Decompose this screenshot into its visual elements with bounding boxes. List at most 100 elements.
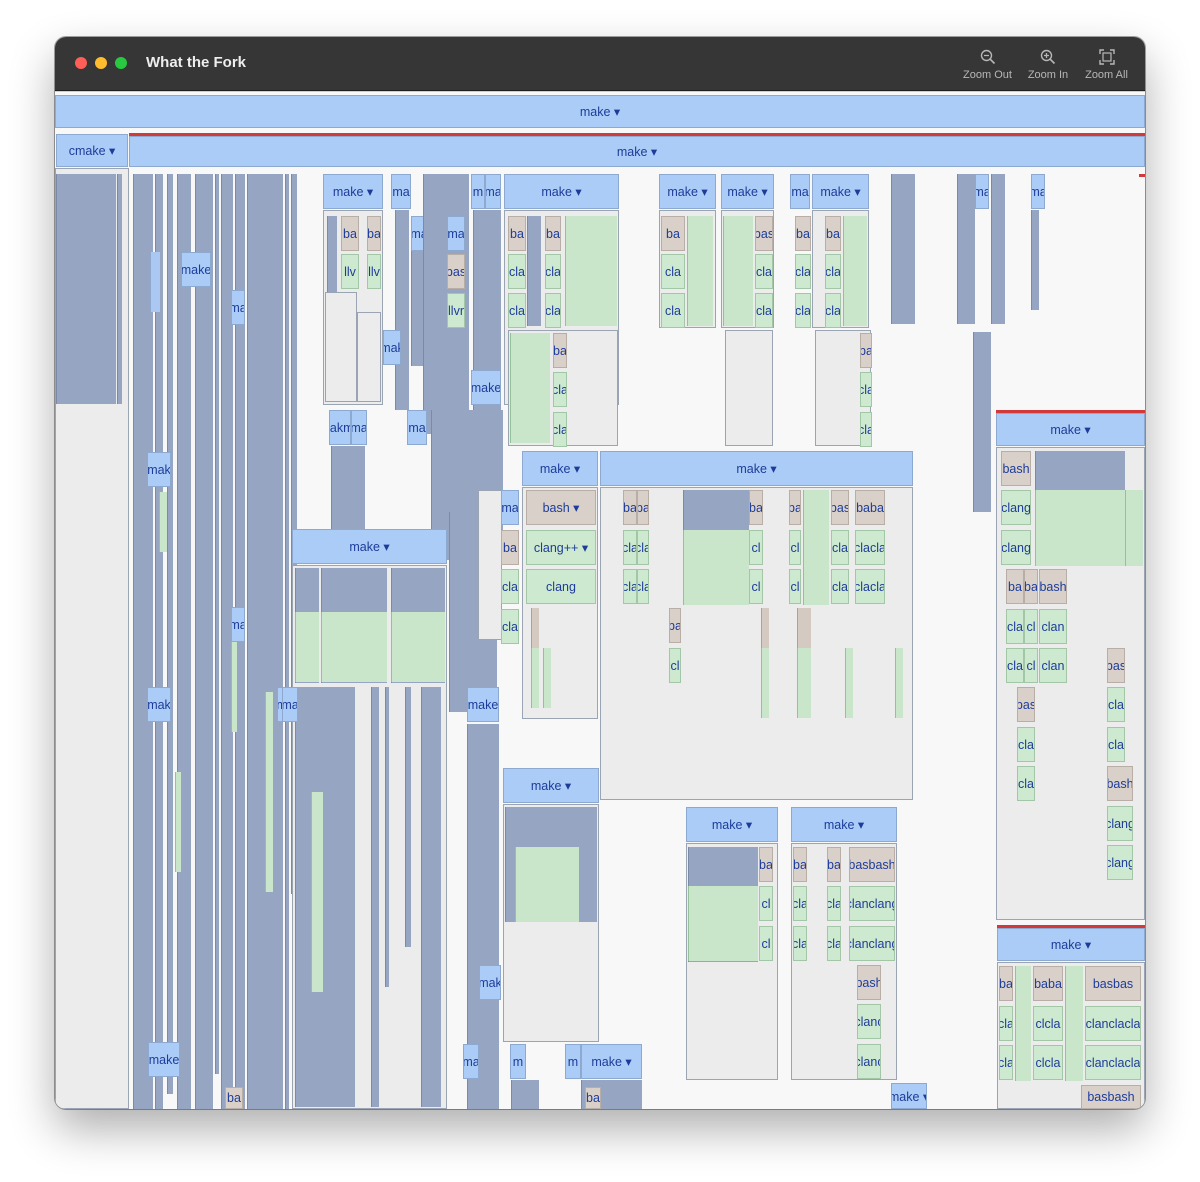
process-make-k[interactable]: make ▾ [503, 768, 599, 803]
process-clang[interactable]: cla [793, 926, 807, 961]
process-bash[interactable]: ba [661, 216, 685, 251]
process-make-f[interactable]: make ▾ [812, 174, 869, 209]
process-clang[interactable]: cla [860, 412, 872, 447]
process-make[interactable]: mak [479, 965, 501, 1000]
process-bash[interactable]: ba [759, 847, 773, 882]
process-clang[interactable]: clan [1039, 648, 1067, 683]
process-clang[interactable]: cl [789, 569, 801, 604]
process-make[interactable]: ma [447, 216, 465, 251]
process-clang[interactable]: cl [1024, 609, 1038, 644]
process-make-root[interactable]: make ▾ [55, 95, 1145, 128]
process-make[interactable]: ma [975, 174, 989, 209]
process-bash[interactable]: ba [1024, 569, 1038, 604]
process-make[interactable]: ma [231, 607, 245, 642]
process-make[interactable]: ma [231, 290, 245, 325]
process-bash[interactable]: ba [367, 216, 381, 251]
process-make[interactable]: mak [147, 687, 171, 722]
process-make[interactable]: ma [391, 174, 411, 209]
process-tree-canvas[interactable]: make ▾ cmake ▾ make ▾ make ma mak ma mak… [55, 92, 1145, 1109]
process-clang[interactable]: cl [759, 926, 773, 961]
process-clang[interactable]: cla [553, 372, 567, 407]
process-clang[interactable]: cl [789, 530, 801, 565]
process-bash[interactable]: bash [857, 965, 881, 1000]
process-make-g[interactable]: make ▾ [996, 413, 1145, 446]
process-make[interactable]: m [510, 1044, 526, 1079]
process-clang[interactable]: clanclacla [1085, 1045, 1141, 1080]
process-make-m[interactable]: make ▾ [791, 807, 897, 842]
process-clang[interactable]: cla [545, 293, 561, 328]
process-make-a[interactable]: make ▾ [323, 174, 383, 209]
process-clang[interactable]: clang [1107, 845, 1133, 880]
process-make[interactable]: mak [383, 330, 401, 365]
process-bash[interactable]: baba [855, 490, 885, 525]
process-clang[interactable]: cla [827, 886, 841, 921]
process-clang[interactable]: cla [1017, 766, 1035, 801]
minimize-window-button[interactable] [95, 57, 107, 69]
process-bash[interactable]: ba [553, 333, 567, 368]
process-bash[interactable]: basbas [1085, 966, 1141, 1001]
process-make[interactable]: mak [147, 452, 171, 487]
process-make[interactable]: ma [485, 174, 501, 209]
process-clang[interactable]: cla [545, 254, 561, 289]
process-clang[interactable]: cla [1006, 609, 1024, 644]
process-make[interactable]: make [467, 687, 499, 722]
process-make[interactable]: ma [282, 687, 298, 722]
process-clang[interactable]: cla [1107, 727, 1125, 762]
process-clang[interactable]: clacla [855, 569, 885, 604]
process-bash[interactable]: ba [341, 216, 359, 251]
process-bash[interactable]: ba [795, 216, 811, 251]
process-make[interactable]: ma [790, 174, 810, 209]
process-bash[interactable]: ba [637, 490, 649, 525]
process-make-main[interactable]: make ▾ [129, 136, 1145, 167]
process-clang-a[interactable]: clang [526, 569, 596, 604]
process-clang[interactable]: cla [831, 530, 849, 565]
process-bash[interactable]: ba [1006, 569, 1024, 604]
process-clang[interactable]: clanclang [849, 886, 895, 921]
zoom-out-button[interactable]: Zoom Out [959, 49, 1016, 87]
process-bash[interactable]: ba [545, 216, 561, 251]
process-make-n[interactable]: make ▾ [581, 1044, 642, 1079]
process-bash[interactable]: ba [860, 333, 872, 368]
process-clang[interactable]: cla [1006, 648, 1024, 683]
process-bash[interactable]: ba [827, 847, 841, 882]
process-make-j[interactable]: make ▾ [600, 451, 913, 486]
process-make[interactable]: make [471, 370, 501, 405]
process-bash[interactable]: bas [831, 490, 849, 525]
process-bash[interactable]: bas [1107, 648, 1125, 683]
process-clang[interactable]: cl [759, 886, 773, 921]
process-make-e[interactable]: make ▾ [721, 174, 774, 209]
process-bash[interactable]: ba [508, 216, 526, 251]
process-clang[interactable]: cla [825, 254, 841, 289]
process-clang[interactable]: clan [1039, 609, 1067, 644]
process-make[interactable]: make [181, 252, 211, 287]
process-clang[interactable]: cla [793, 886, 807, 921]
process-clang[interactable]: cla [661, 254, 685, 289]
process-bash[interactable]: ba [501, 530, 519, 565]
process-clang[interactable]: cla [795, 293, 811, 328]
process-clang[interactable]: cla [508, 254, 526, 289]
process-llvm[interactable]: llvr [447, 293, 465, 328]
process-clang[interactable]: cla [1017, 727, 1035, 762]
process-clang[interactable]: cl [749, 530, 763, 565]
process-make-l[interactable]: make ▾ [686, 807, 778, 842]
process-bash[interactable]: bas [1017, 687, 1035, 722]
process-clang[interactable]: cl [669, 648, 681, 683]
process-make[interactable]: ma [407, 410, 427, 445]
process-clang[interactable]: cla [755, 254, 773, 289]
process-make-d[interactable]: make ▾ [659, 174, 716, 209]
process-bash[interactable]: ba [749, 490, 763, 525]
process-bash[interactable]: bash [1039, 569, 1067, 604]
process-clang[interactable]: clcla [1033, 1045, 1063, 1080]
process-clang[interactable]: clacla [855, 530, 885, 565]
process-make[interactable]: ma [463, 1044, 479, 1079]
process-make-c[interactable]: make ▾ [504, 174, 619, 209]
zoom-in-button[interactable]: Zoom In [1023, 49, 1073, 87]
process-bash-a[interactable]: bash ▾ [526, 490, 596, 525]
process-bash[interactable]: baba [1033, 966, 1063, 1001]
process-clang[interactable]: cla [1107, 687, 1125, 722]
process-clang[interactable]: cla [637, 569, 649, 604]
process-clang[interactable]: cla [661, 293, 685, 328]
process-bash[interactable]: basbash [1081, 1085, 1141, 1109]
process-clang[interactable]: cla [508, 293, 526, 328]
